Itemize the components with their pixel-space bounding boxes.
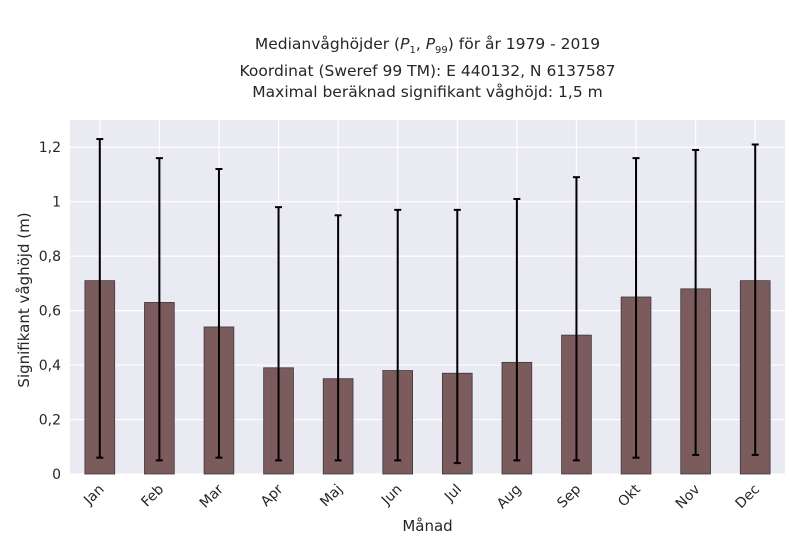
chart-title: Medianvåghöjder (P1, P99) för år 1979 - …	[0, 34, 800, 103]
y-tick-labels: 0 0,2 0,4 0,6 0,8 1 1,2	[39, 140, 61, 483]
x-tick-label-dec: Dec	[733, 482, 763, 512]
y-tick-label: 1,2	[39, 140, 61, 156]
title-line-3: Maximal beräknad signifikant våghöjd: 1,…	[252, 83, 603, 102]
errorbar-mar	[215, 168, 223, 459]
title-line-2: Koordinat (Sweref 99 TM): E 440132, N 61…	[239, 62, 616, 81]
errorbar-okt	[632, 157, 640, 459]
x-tick-label-aug: Aug	[494, 482, 525, 513]
y-tick-label: 1	[52, 195, 61, 211]
errorbar-jan	[96, 138, 104, 459]
x-tick-label-mar: Mar	[197, 481, 227, 511]
x-tick-label-jan: Jan	[80, 482, 107, 509]
x-tick-label-jun: Jun	[378, 482, 405, 509]
y-tick-label: 0,6	[39, 304, 61, 320]
errorbar-jul	[453, 208, 461, 465]
y-axis-label: Signifikant våghöjd (m)	[15, 212, 33, 387]
errorbar-dec	[751, 143, 759, 456]
y-tick-label: 0,8	[39, 249, 61, 265]
plot-background	[70, 120, 785, 474]
errorbar-maj	[334, 214, 342, 462]
errorbar-apr	[275, 206, 283, 462]
x-tick-label-nov: Nov	[673, 482, 704, 513]
x-tick-label-jul: Jul	[441, 482, 465, 506]
errorbar-jun	[394, 208, 402, 462]
title-line-1: Medianvåghöjder (P1, P99) för år 1979 - …	[254, 35, 601, 57]
errorbar-feb	[155, 157, 163, 462]
x-tick-label-sep: Sep	[554, 481, 584, 511]
x-tick-label-apr: Apr	[258, 481, 287, 510]
y-tick-label: 0,4	[39, 358, 61, 374]
errorbar-sep	[572, 176, 580, 462]
x-tick-labels: Jan Feb Mar Apr Maj Jun Jul Aug Sep Okt Nov Dec	[80, 481, 763, 512]
x-tick-label-maj: Maj	[317, 482, 346, 511]
errorbar-aug	[513, 197, 521, 462]
error-bars	[96, 138, 759, 465]
y-tick-label: 0,2	[39, 413, 61, 429]
x-axis-label: Månad	[402, 517, 452, 535]
x-tick-label-feb: Feb	[138, 481, 167, 510]
y-tick-label: 0	[52, 467, 61, 483]
errorbar-nov	[692, 148, 700, 456]
x-tick-label-okt: Okt	[615, 481, 644, 510]
